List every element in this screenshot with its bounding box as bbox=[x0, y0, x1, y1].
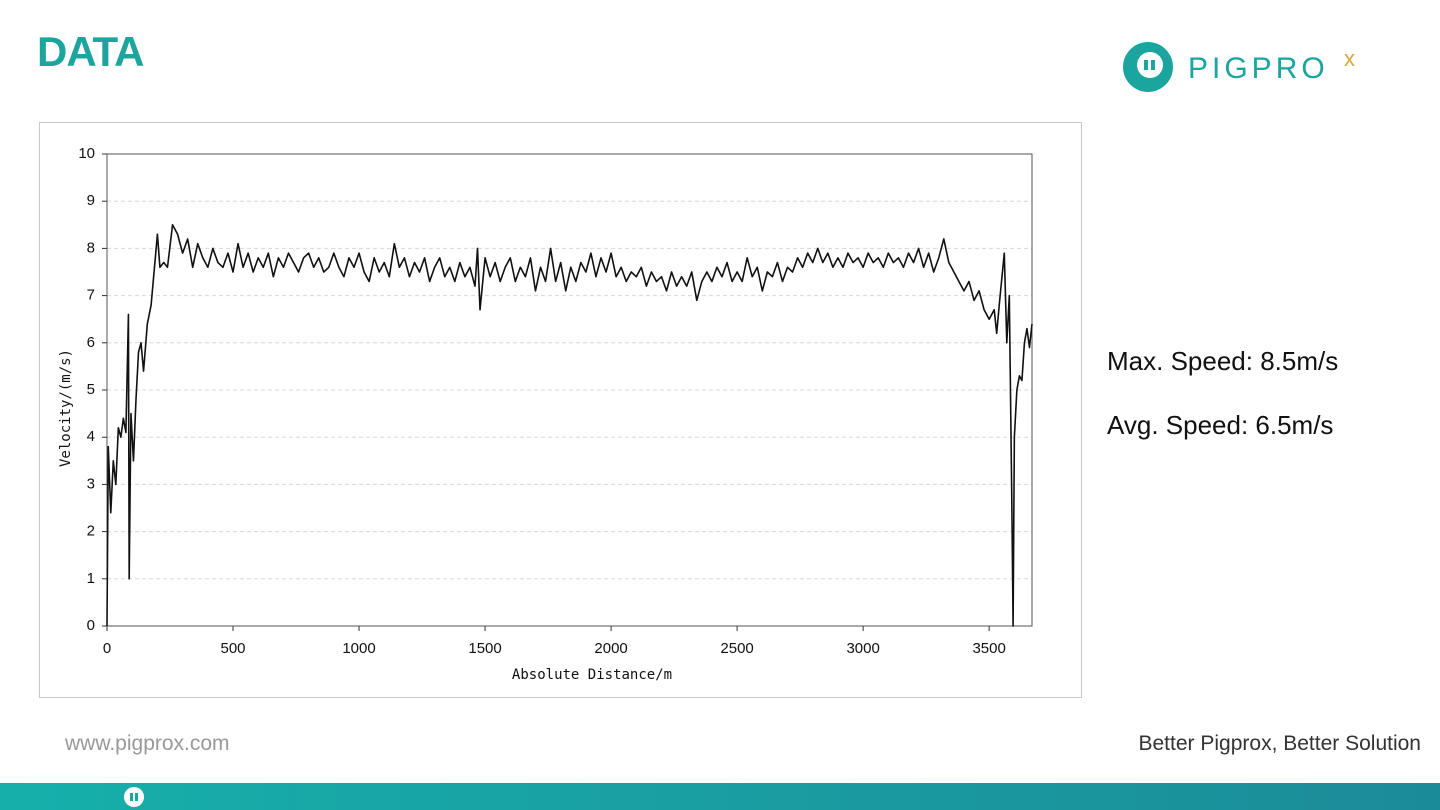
footer-logo bbox=[124, 787, 144, 807]
x-tick-label: 3000 bbox=[846, 640, 879, 657]
x-tick-label: 0 bbox=[103, 640, 111, 657]
slide-title: DATA bbox=[37, 28, 144, 75]
logo-bar bbox=[1144, 60, 1148, 70]
line-series bbox=[106, 224, 1033, 627]
logo-text: PIGPRO bbox=[1188, 52, 1329, 85]
footer-logo-bar bbox=[130, 793, 133, 801]
y-tick-label: 1 bbox=[87, 570, 95, 587]
x-tick-label: 2500 bbox=[720, 640, 753, 657]
chart-frame bbox=[39, 122, 1082, 698]
footer-bar bbox=[0, 783, 1440, 810]
y-tick-label: 6 bbox=[87, 334, 95, 351]
x-axis-label: Absolute Distance/m bbox=[512, 667, 672, 683]
footer-logo-circle bbox=[124, 787, 144, 807]
plot-frame bbox=[106, 153, 1033, 627]
x-tick-label: 2000 bbox=[594, 640, 627, 657]
logo-inner bbox=[1137, 52, 1163, 78]
max-speed: Max. Speed: 8.5m/s bbox=[1107, 346, 1339, 376]
y-tick-label: 0 bbox=[87, 617, 95, 634]
footer-url: www.pigprox.com bbox=[65, 732, 230, 755]
y-tick-label: 5 bbox=[87, 381, 95, 398]
x-tick-label: 500 bbox=[221, 640, 246, 657]
y-tick-label: 4 bbox=[87, 428, 95, 445]
logo-bar bbox=[1151, 60, 1155, 70]
y-tick-label: 9 bbox=[87, 192, 95, 209]
logo-x: x bbox=[1344, 46, 1355, 71]
y-tick-label: 3 bbox=[87, 475, 95, 492]
x-tick-label: 1500 bbox=[468, 640, 501, 657]
x-tick-label: 3500 bbox=[972, 640, 1005, 657]
y-tick-label: 8 bbox=[87, 239, 95, 256]
y-axis-label: Velocity/(m/s) bbox=[58, 349, 74, 467]
footer-slogan: Better Pigprox, Better Solution bbox=[1138, 732, 1422, 755]
footer-logo-bar bbox=[135, 793, 138, 801]
x-tick-label: 1000 bbox=[342, 640, 375, 657]
y-tick-label: 10 bbox=[78, 145, 95, 162]
avg-speed: Avg. Speed: 6.5m/s bbox=[1107, 410, 1334, 440]
logo: PIGPRO x bbox=[1123, 42, 1355, 92]
y-tick-label: 2 bbox=[87, 523, 95, 540]
y-tick-label: 7 bbox=[87, 287, 95, 304]
